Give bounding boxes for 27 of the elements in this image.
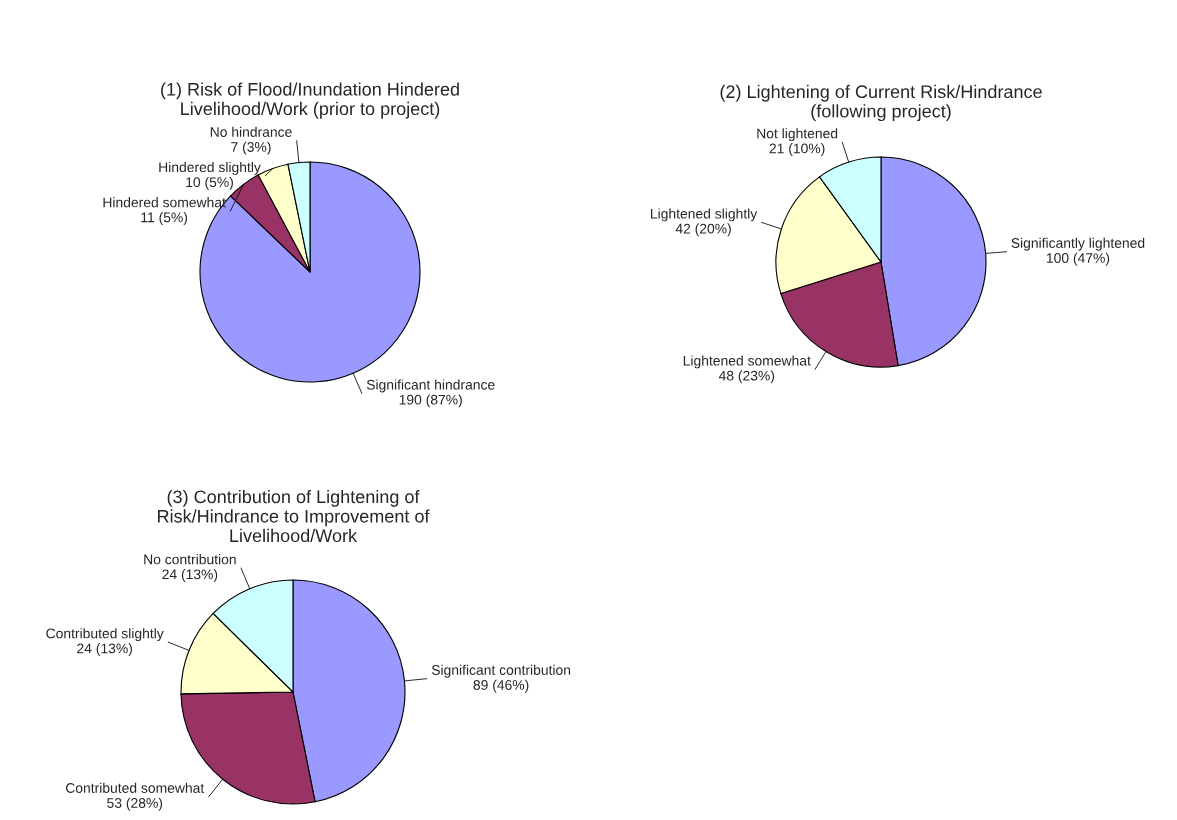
data-label: 24 (13%): [77, 643, 132, 657]
slice-label: No hindrance: [210, 126, 292, 137]
slice-label: Hindered somewhat: [103, 197, 226, 208]
slice-label: Not lightened: [757, 128, 838, 142]
data-label: 11 (5%): [141, 212, 188, 226]
slice-label: Contributed slightly: [46, 628, 164, 642]
data-label: 100 (47%): [1046, 252, 1110, 266]
data-label: 53 (28%): [107, 797, 163, 811]
chart-title: (1) Risk of Flood/Inundation Hindered Livelihood/Work (prior to project): [161, 82, 459, 119]
slice-label: Significantly lightened: [1011, 237, 1145, 251]
slice-label: Lightened slightly: [651, 208, 758, 222]
slice-label: No contribution: [144, 554, 236, 565]
data-label: 21 (10%): [769, 143, 825, 157]
data-label: 10 (5%): [186, 176, 233, 190]
data-label: 89 (46%): [473, 679, 529, 693]
slice-label: Significant hindrance: [366, 379, 495, 393]
slice-label: Hindered slightly: [159, 161, 261, 175]
chart-title: (2) Lightening of Current Risk/Hindrance (following project): [720, 84, 1042, 122]
chart-title: (3) Contribution of Lightening of Risk/Hindrance to Improvement of Livelihood/Work: [158, 489, 430, 543]
data-label: 42 (20%): [675, 223, 731, 237]
slice-label: Contributed somewhat: [65, 782, 205, 793]
data-label: 7 (3%): [231, 141, 271, 155]
slice-label: Significant contribution: [431, 664, 571, 678]
data-label: 190 (87%): [399, 394, 462, 408]
slice-label: Lightened somewhat: [683, 355, 811, 369]
data-label: 24 (13%): [162, 569, 218, 582]
data-label: 48 (23%): [718, 370, 775, 384]
